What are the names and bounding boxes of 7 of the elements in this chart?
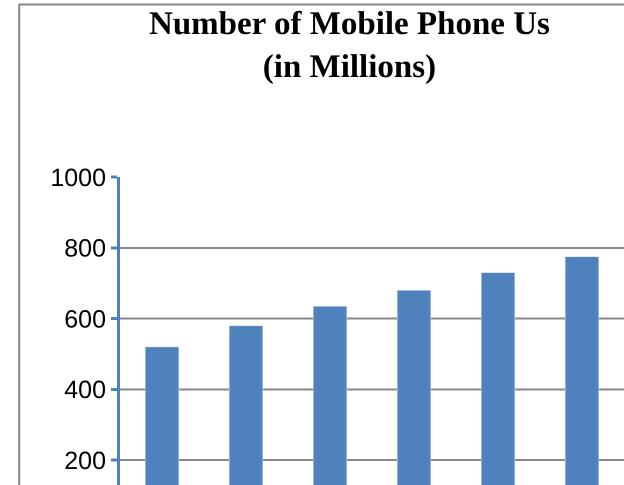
y-tick-label: 200 [64,446,106,475]
y-tick-label: 600 [64,305,106,334]
chart-title: Number of Mobile Phone Us [148,6,550,42]
y-tick-label: 800 [64,234,106,263]
y-tick-label: 400 [64,376,106,404]
chart-subtitle: (in Millions) [262,48,436,85]
y-tick-label: 1000 [50,164,106,192]
